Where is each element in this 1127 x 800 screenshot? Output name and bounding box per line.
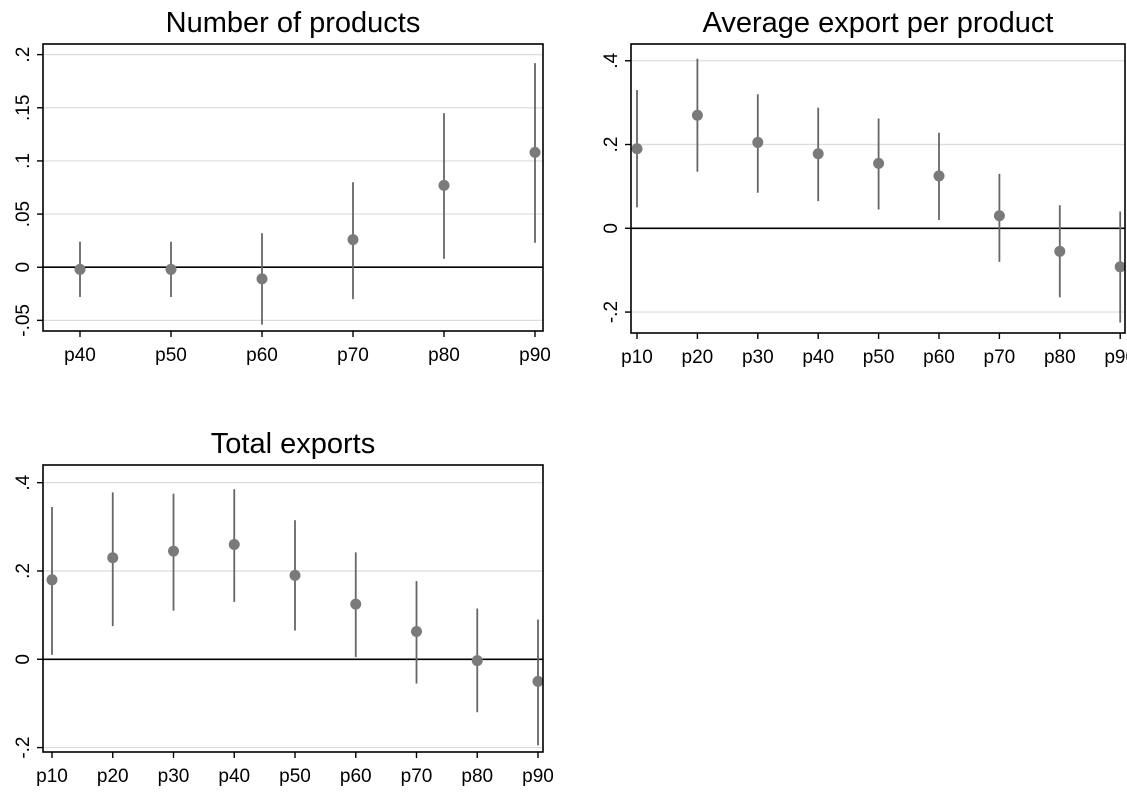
chart-panel-1: Number of products -.05 0 .05 .1 .15 .2 p40 p50 p… — [13, 7, 551, 366]
plot-frame — [42, 464, 544, 753]
data-point — [691, 109, 703, 121]
data-series — [46, 489, 543, 746]
x-tick-label: p50 — [155, 345, 187, 366]
data-point — [933, 170, 945, 182]
x-tick-label: p90 — [522, 766, 554, 787]
data-point — [350, 598, 362, 610]
plot-frame — [42, 43, 544, 332]
x-tick-label: p90 — [1104, 347, 1127, 368]
data-point — [228, 538, 240, 550]
data-point — [532, 675, 543, 687]
plot-frame — [630, 43, 1126, 334]
x-tick-label: p10 — [36, 766, 68, 787]
data-point — [256, 273, 268, 285]
data-point — [107, 552, 119, 564]
x-tick-label: p60 — [923, 347, 955, 368]
chart-panel-3: Total exports -.2 0 .2 .4 p10 p20 p30 p40 p50 p60 p… — [13, 428, 554, 787]
x-tick-label: p80 — [1044, 347, 1076, 368]
x-tick-label: p60 — [340, 766, 372, 787]
x-tick-label: p70 — [984, 347, 1016, 368]
y-tick-label: 0 — [13, 654, 34, 665]
x-tick-label: p70 — [401, 766, 433, 787]
y-tick-label: .4 — [601, 52, 622, 68]
y-tick-label: .15 — [13, 95, 34, 121]
y-tick-label: .2 — [13, 47, 34, 63]
x-tick-label: p40 — [218, 766, 250, 787]
data-point — [1054, 245, 1066, 257]
x-tick-label: p50 — [863, 347, 895, 368]
chart-title: Average export per product — [703, 7, 1054, 39]
data-point — [289, 569, 301, 581]
data-point — [46, 574, 58, 586]
data-point — [812, 148, 824, 160]
data-point — [631, 143, 643, 155]
y-tick-label: -.2 — [601, 301, 622, 323]
x-tick-label: p90 — [519, 345, 551, 366]
y-tick-label: .1 — [13, 153, 34, 169]
data-point — [752, 136, 764, 148]
y-tick-label: .2 — [13, 563, 34, 579]
y-tick-label: -.05 — [13, 304, 34, 337]
chart-title: Number of products — [166, 7, 421, 39]
data-point — [411, 625, 422, 637]
x-tick-label: p60 — [246, 345, 278, 366]
chart-panel-2: Average export per product -.2 0 .2 .4 p10 p20… — [601, 7, 1127, 368]
y-tick-label: 0 — [13, 262, 34, 273]
x-tick-label: p40 — [802, 347, 834, 368]
y-tick-label: .05 — [13, 201, 34, 227]
x-tick-label: p30 — [158, 766, 190, 787]
x-tick-label: p20 — [682, 347, 714, 368]
data-point — [74, 263, 86, 275]
x-tick-label: p10 — [621, 347, 653, 368]
x-tick-label: p50 — [279, 766, 311, 787]
data-point — [165, 263, 177, 275]
x-tick-label: p80 — [428, 345, 460, 366]
data-point — [873, 157, 885, 169]
chart-title: Total exports — [211, 428, 375, 460]
data-point — [438, 179, 450, 191]
data-point — [993, 210, 1005, 222]
x-tick-label: p80 — [461, 766, 493, 787]
x-tick-label: p20 — [97, 766, 129, 787]
x-tick-label: p70 — [337, 345, 369, 366]
data-point — [529, 146, 541, 158]
x-tick-label: p40 — [64, 345, 96, 366]
data-point — [347, 234, 359, 246]
data-series — [631, 58, 1125, 323]
y-tick-label: -.2 — [13, 736, 34, 758]
y-tick-label: 0 — [601, 223, 622, 234]
data-point — [1114, 261, 1125, 273]
x-tick-label: p30 — [742, 347, 774, 368]
y-tick-label: .4 — [13, 474, 34, 490]
data-series — [74, 63, 541, 325]
y-tick-label: .2 — [601, 137, 622, 153]
data-point — [471, 655, 483, 667]
data-point — [168, 545, 179, 557]
